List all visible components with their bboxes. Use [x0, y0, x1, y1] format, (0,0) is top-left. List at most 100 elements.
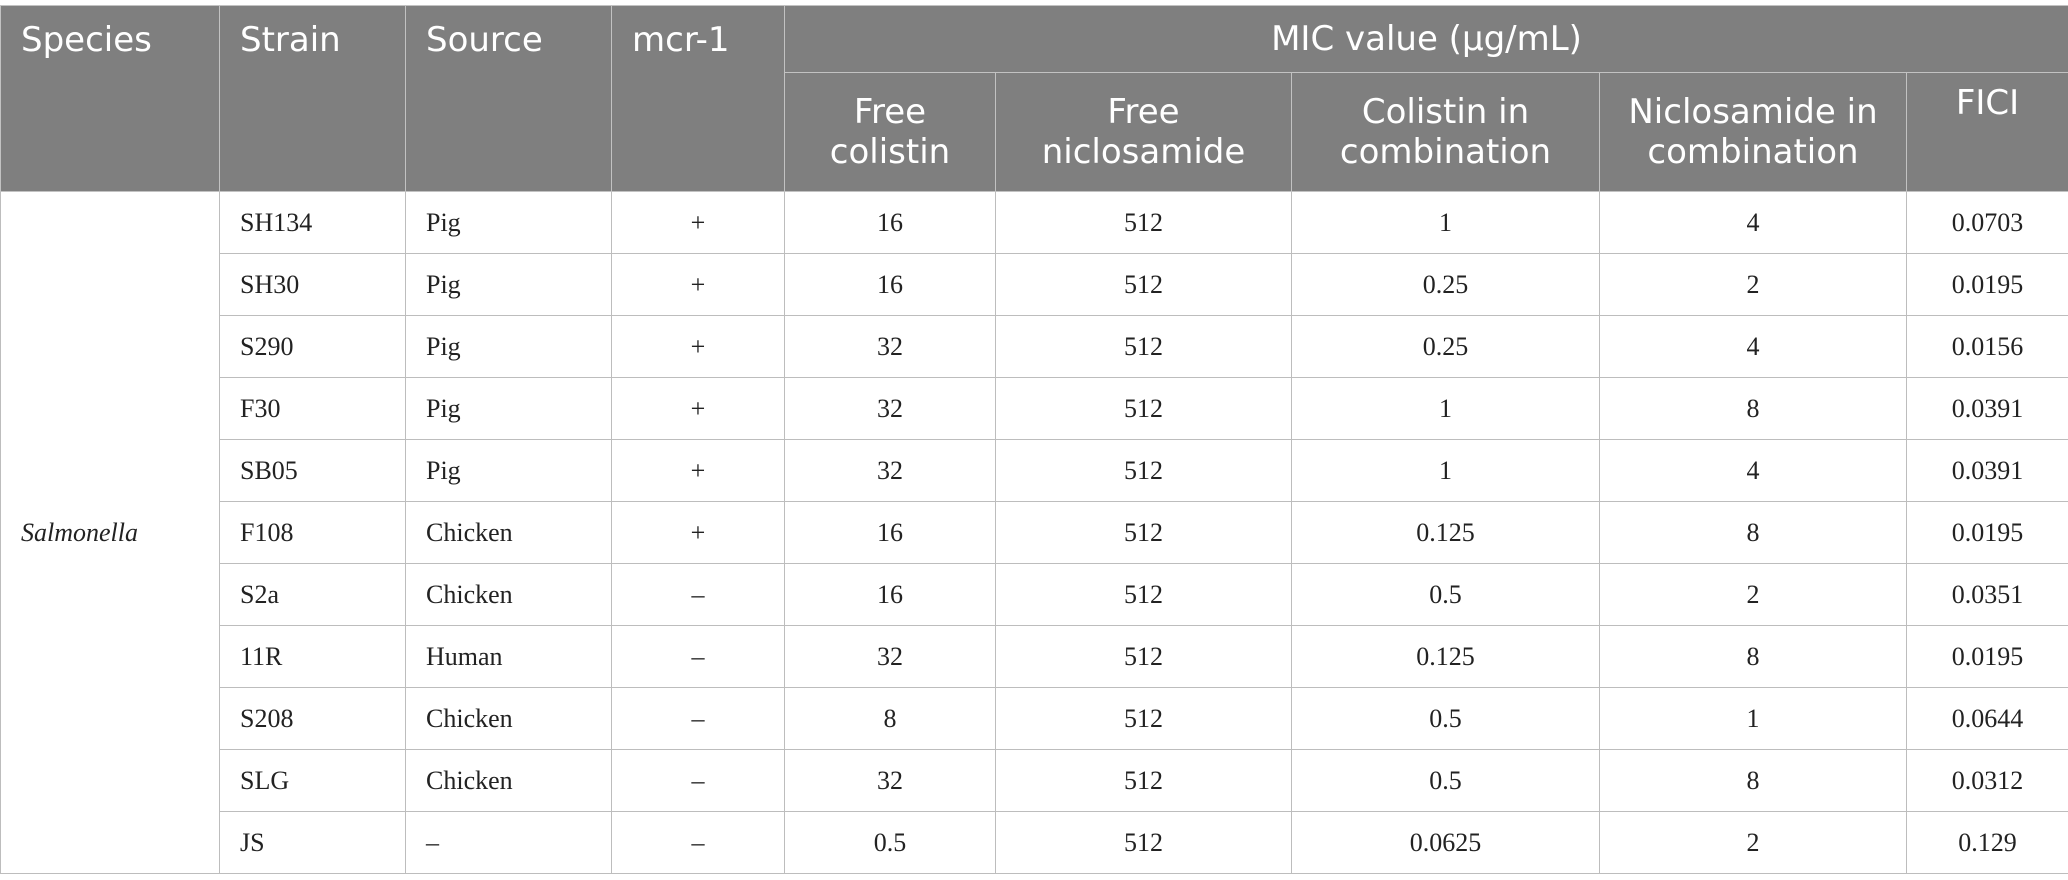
- strain-cell: F30: [219, 377, 406, 440]
- header-free-colistin-line2: colistin: [829, 132, 951, 172]
- header-niclosamide-combo-line2: combination: [1647, 132, 1859, 172]
- free-niclosamide-cell: 512: [995, 563, 1292, 626]
- table-row: JS – – 0.5 512 0.0625 2 0.129: [1, 811, 2068, 874]
- strain-cell: S2a: [219, 563, 406, 626]
- colistin-combo-cell: 1: [1291, 439, 1600, 502]
- free-colistin-cell: 16: [784, 191, 996, 254]
- source-cell: Chicken: [405, 563, 612, 626]
- free-colistin-cell: 16: [784, 253, 996, 316]
- niclosamide-combo-cell: 8: [1599, 377, 1907, 440]
- table-row: SB05 Pig + 32 512 1 4 0.0391: [1, 439, 2068, 502]
- mcr-cell: +: [611, 315, 785, 378]
- free-niclosamide-cell: 512: [995, 377, 1292, 440]
- source-cell: Pig: [405, 191, 612, 254]
- mcr-cell: –: [611, 625, 785, 688]
- strain-cell: 11R: [219, 625, 406, 688]
- fici-cell: 0.0391: [1905, 439, 2068, 502]
- fici-cell: 0.0644: [1905, 687, 2068, 750]
- fici-cell: 0.0312: [1905, 749, 2068, 812]
- fici-cell: 0.0391: [1905, 377, 2068, 440]
- niclosamide-combo-cell: 4: [1599, 191, 1907, 254]
- mcr-cell: –: [611, 563, 785, 626]
- strain-cell: F108: [219, 501, 406, 564]
- header-strain: Strain: [219, 5, 406, 192]
- fici-cell: 0.0195: [1905, 253, 2068, 316]
- colistin-combo-cell: 0.5: [1291, 749, 1600, 812]
- header-source: Source: [405, 5, 612, 192]
- table-row: S290 Pig + 32 512 0.25 4 0.0156: [1, 315, 2068, 378]
- fici-cell: 0.0351: [1905, 563, 2068, 626]
- free-colistin-cell: 8: [784, 687, 996, 750]
- header-species: Species: [0, 5, 220, 192]
- header-colistin-combo-line1: Colistin in: [1361, 92, 1530, 132]
- mic-table: Species Strain Source mcr-1 MIC value (μ…: [0, 5, 2068, 874]
- free-colistin-cell: 32: [784, 749, 996, 812]
- mcr-cell: +: [611, 501, 785, 564]
- free-niclosamide-cell: 512: [995, 253, 1292, 316]
- free-colistin-cell: 16: [784, 563, 996, 626]
- header-free-niclosamide-line1: Free: [1107, 92, 1180, 132]
- strain-cell: SLG: [219, 749, 406, 812]
- fici-cell: 0.129: [1905, 811, 2068, 874]
- header-niclosamide-combo: Niclosamide in combination: [1599, 72, 1907, 192]
- niclosamide-combo-cell: 4: [1599, 439, 1907, 502]
- table-row: F108 Chicken + 16 512 0.125 8 0.0195: [1, 501, 2068, 564]
- header-free-niclosamide: Free niclosamide: [995, 72, 1292, 192]
- free-colistin-cell: 32: [784, 439, 996, 502]
- source-cell: Human: [405, 625, 612, 688]
- header-mcr: mcr-1: [611, 5, 785, 192]
- free-colistin-cell: 0.5: [784, 811, 996, 874]
- free-colistin-cell: 16: [784, 501, 996, 564]
- mcr-cell: +: [611, 439, 785, 502]
- colistin-combo-cell: 0.125: [1291, 625, 1600, 688]
- strain-cell: SH30: [219, 253, 406, 316]
- free-niclosamide-cell: 512: [995, 191, 1292, 254]
- source-cell: Chicken: [405, 749, 612, 812]
- niclosamide-combo-cell: 8: [1599, 625, 1907, 688]
- free-colistin-cell: 32: [784, 377, 996, 440]
- strain-cell: SB05: [219, 439, 406, 502]
- free-colistin-cell: 32: [784, 315, 996, 378]
- header-free-colistin: Free colistin: [784, 72, 996, 192]
- table-row: SH30 Pig + 16 512 0.25 2 0.0195: [1, 253, 2068, 316]
- niclosamide-combo-cell: 2: [1599, 563, 1907, 626]
- colistin-combo-cell: 0.0625: [1291, 811, 1600, 874]
- table-row: S2a Chicken – 16 512 0.5 2 0.0351: [1, 563, 2068, 626]
- free-colistin-cell: 32: [784, 625, 996, 688]
- strain-cell: S290: [219, 315, 406, 378]
- header-colistin-combo-line2: combination: [1339, 132, 1552, 172]
- niclosamide-combo-cell: 4: [1599, 315, 1907, 378]
- source-cell: Chicken: [405, 687, 612, 750]
- table-row: 11R Human – 32 512 0.125 8 0.0195: [1, 625, 2068, 688]
- free-niclosamide-cell: 512: [995, 439, 1292, 502]
- source-cell: Pig: [405, 315, 612, 378]
- strain-cell: S208: [219, 687, 406, 750]
- mic-table-container: Species Strain Source mcr-1 MIC value (μ…: [0, 5, 2068, 874]
- header-row-2: Free colistin Free niclosamide Colistin in…: [1, 72, 2068, 192]
- colistin-combo-cell: 0.25: [1291, 315, 1600, 378]
- source-cell: Chicken: [405, 501, 612, 564]
- header-free-colistin-line1: Free: [853, 92, 927, 132]
- mcr-cell: +: [611, 191, 785, 254]
- mcr-cell: –: [611, 811, 785, 874]
- header-row-1: Species Strain Source mcr-1 MIC value (μ…: [0, 5, 2068, 192]
- source-cell: Pig: [405, 377, 612, 440]
- header-niclosamide-combo-line1: Niclosamide in: [1628, 92, 1878, 132]
- source-cell: Pig: [405, 253, 612, 316]
- niclosamide-combo-cell: 8: [1599, 749, 1907, 812]
- colistin-combo-cell: 1: [1291, 191, 1600, 254]
- colistin-combo-cell: 0.25: [1291, 253, 1600, 316]
- free-niclosamide-cell: 512: [995, 749, 1292, 812]
- table-body: Salmonella SH134 Pig + 16 512 1 4 0.0703…: [0, 191, 2068, 874]
- fici-cell: 0.0195: [1905, 501, 2068, 564]
- free-niclosamide-cell: 512: [995, 501, 1292, 564]
- colistin-combo-cell: 0.125: [1291, 501, 1600, 564]
- mcr-cell: +: [611, 377, 785, 440]
- header-mic-group: MIC value (μg/mL): [783, 5, 2068, 73]
- free-niclosamide-cell: 512: [995, 625, 1292, 688]
- free-niclosamide-cell: 512: [995, 811, 1292, 874]
- colistin-combo-cell: 1: [1291, 377, 1600, 440]
- fici-cell: 0.0195: [1905, 625, 2068, 688]
- fici-cell: 0.0703: [1905, 191, 2068, 254]
- header-colistin-combo: Colistin in combination: [1291, 72, 1600, 192]
